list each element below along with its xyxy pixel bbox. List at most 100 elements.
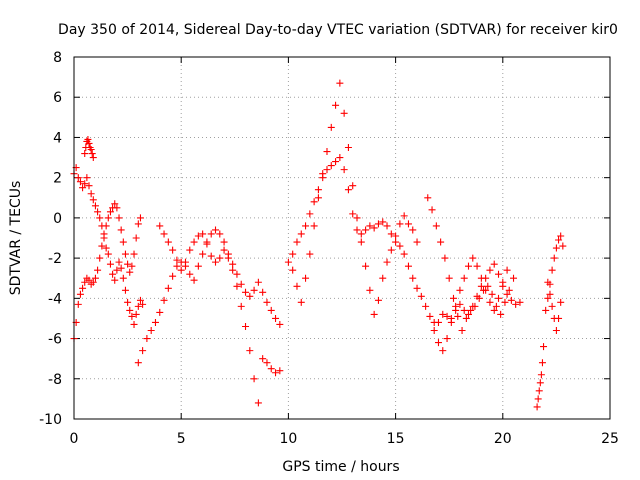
data-point	[353, 226, 361, 234]
data-point	[263, 298, 271, 306]
data-point	[207, 252, 215, 260]
chart-title: Day 350 of 2014, Sidereal Day-to-day VTE…	[58, 22, 618, 38]
data-point	[387, 246, 395, 254]
data-point	[293, 238, 301, 246]
data-point	[89, 154, 97, 162]
data-point	[336, 79, 344, 87]
x-tick-label: 15	[387, 431, 405, 447]
y-tick-label: -10	[39, 412, 62, 428]
data-point	[302, 274, 310, 282]
data-point	[87, 146, 95, 154]
data-point	[139, 300, 147, 308]
data-point	[254, 278, 262, 286]
data-point	[160, 230, 168, 238]
data-point	[128, 312, 136, 320]
data-point	[237, 302, 245, 310]
data-point	[76, 178, 84, 186]
data-point	[229, 260, 237, 268]
data-point	[306, 210, 314, 218]
data-point	[76, 290, 84, 298]
data-point	[484, 282, 492, 290]
data-point	[302, 222, 310, 230]
data-point	[124, 260, 132, 268]
data-point	[115, 258, 123, 266]
data-point	[488, 290, 496, 298]
data-point	[173, 262, 181, 270]
data-point	[392, 232, 400, 240]
data-point	[229, 266, 237, 274]
data-point	[276, 367, 284, 375]
data-point	[505, 286, 513, 294]
data-point	[409, 274, 417, 282]
data-point	[434, 339, 442, 347]
data-point	[396, 242, 404, 250]
data-point	[85, 139, 93, 147]
data-point	[220, 238, 228, 246]
data-point	[409, 226, 417, 234]
data-point	[119, 238, 127, 246]
data-point	[327, 162, 335, 170]
data-point	[81, 180, 89, 188]
data-point	[456, 300, 464, 308]
data-point	[130, 320, 138, 328]
data-point	[501, 298, 509, 306]
data-point	[464, 310, 472, 318]
data-point	[310, 198, 318, 206]
data-point	[98, 242, 106, 250]
data-point	[106, 260, 114, 268]
y-tick-label: -8	[48, 372, 62, 388]
data-point	[117, 264, 125, 272]
data-point	[441, 254, 449, 262]
data-point	[404, 220, 412, 228]
data-point	[85, 276, 93, 284]
data-point	[379, 274, 387, 282]
data-point	[449, 294, 457, 302]
data-point	[503, 266, 511, 274]
data-point	[357, 230, 365, 238]
series-sat-f	[289, 79, 421, 318]
data-point	[430, 327, 438, 335]
data-point	[392, 238, 400, 246]
data-point	[85, 182, 93, 190]
data-point	[540, 343, 548, 351]
series-sat-k	[533, 343, 548, 411]
data-point	[106, 208, 114, 216]
data-point	[516, 298, 524, 306]
data-point	[332, 101, 340, 109]
data-point	[121, 286, 129, 294]
data-point	[111, 200, 119, 208]
data-point	[289, 250, 297, 258]
data-point	[254, 399, 262, 407]
data-point	[535, 387, 543, 395]
data-point	[212, 258, 220, 266]
data-point	[104, 250, 112, 258]
data-point	[439, 347, 447, 355]
data-point	[458, 327, 466, 335]
data-point	[366, 286, 374, 294]
data-point	[512, 300, 520, 308]
data-point	[84, 135, 92, 143]
data-point	[297, 298, 305, 306]
series-sat-e	[156, 222, 284, 407]
data-point	[194, 262, 202, 270]
data-point	[293, 282, 301, 290]
data-point	[100, 230, 108, 238]
data-point	[370, 224, 378, 232]
data-point	[327, 123, 335, 131]
data-point	[546, 290, 554, 298]
data-point	[353, 214, 361, 222]
data-point	[477, 282, 485, 290]
data-point	[276, 320, 284, 328]
data-point	[289, 266, 297, 274]
data-point	[272, 314, 280, 322]
data-point	[400, 250, 408, 258]
data-point	[383, 222, 391, 230]
data-point	[340, 166, 348, 174]
data-point	[495, 294, 503, 302]
x-tick-label: 25	[601, 431, 619, 447]
data-point	[464, 262, 472, 270]
series-sat-j	[434, 254, 511, 355]
data-point	[102, 222, 110, 230]
data-point	[323, 148, 331, 156]
data-point	[443, 335, 451, 343]
